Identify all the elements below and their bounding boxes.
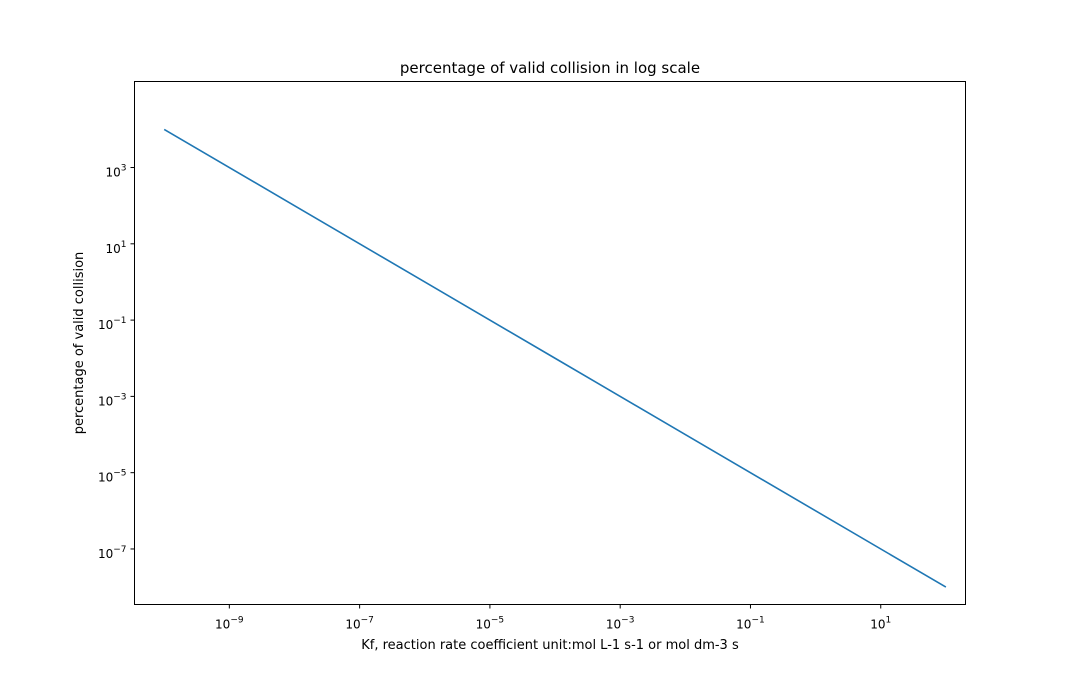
y-tick-label: 10−7 xyxy=(98,545,127,561)
plot-area-frame xyxy=(134,81,966,605)
y-axis-label: percentage of valid collision xyxy=(72,252,87,435)
x-tick-label: 10−5 xyxy=(476,616,505,632)
series-layer xyxy=(163,128,947,588)
y-tick-label: 101 xyxy=(105,240,126,256)
y-tick-label: 10−5 xyxy=(98,469,127,485)
series-line xyxy=(163,128,947,588)
x-tick-label: 10−1 xyxy=(736,616,765,632)
x-tick-label: 10−9 xyxy=(215,616,244,632)
x-tick-label: 10−7 xyxy=(345,616,374,632)
y-tick-label: 103 xyxy=(105,164,126,180)
x-tick-label: 10−3 xyxy=(606,616,635,632)
x-tick-label: 101 xyxy=(870,616,891,632)
y-tick-label: 10−1 xyxy=(98,316,127,332)
y-axis-ticks: 103 101 10−1 10−3 10−5 10−7 xyxy=(98,164,135,561)
chart-title: percentage of valid collision in log sca… xyxy=(400,59,700,77)
x-axis-label: Kf, reaction rate coefficient unit:mol L… xyxy=(361,638,739,653)
y-tick-label: 10−3 xyxy=(98,392,127,408)
x-axis-ticks: 10−9 10−7 10−5 10−3 10−1 101 xyxy=(215,604,891,632)
